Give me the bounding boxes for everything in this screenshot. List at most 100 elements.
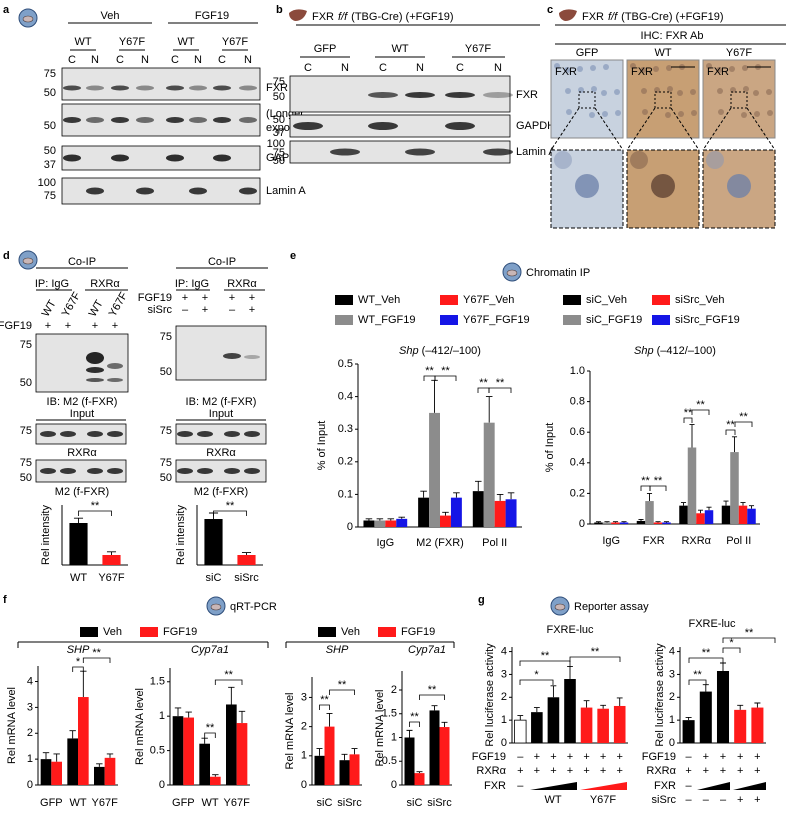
mw-label: 50 (273, 114, 285, 126)
blot-label: M2 (f-FXR) (194, 486, 248, 498)
error-bar (697, 509, 704, 514)
fraction: C (379, 62, 387, 74)
y-axis-label: Rel mRNA level (6, 687, 18, 764)
legend-label: Y67F_FGF19 (463, 314, 530, 326)
condition-sign: + (567, 765, 573, 777)
blot-band (86, 378, 104, 382)
mouse-icon-body (22, 257, 34, 265)
row-sign: + (202, 292, 208, 304)
y-tick-label: 0 (669, 737, 675, 749)
y-tick-label: 2 (301, 721, 307, 733)
x-tick-label: RXRα (681, 535, 711, 547)
bar (730, 452, 739, 524)
blot-band (87, 468, 103, 474)
panel-letter: a (3, 4, 10, 16)
bar (69, 523, 88, 565)
y-tick-label: 3 (27, 701, 33, 713)
row-sign: + (112, 320, 118, 332)
condition-label: RXRα (476, 765, 506, 777)
condition-sign: + (754, 765, 760, 777)
error-bar (723, 500, 729, 506)
nucleus (554, 63, 560, 69)
bar (78, 697, 89, 785)
rule (702, 107, 732, 151)
image-label: FXR (555, 66, 577, 78)
error-bar (80, 670, 87, 698)
nucleus (667, 86, 673, 92)
rule (626, 107, 656, 151)
bar (751, 707, 764, 743)
bar (716, 671, 730, 743)
fraction: C (456, 62, 464, 74)
y-tick-label: 2 (391, 684, 397, 696)
bar (199, 743, 210, 785)
condition-sign: – (517, 780, 524, 792)
title-part: f/f (338, 11, 348, 23)
blot-label: Input (70, 408, 94, 420)
legend-label: Veh (341, 626, 360, 638)
legend-label: Veh (103, 626, 122, 638)
condition-sign: + (550, 751, 556, 763)
bar (721, 505, 731, 524)
y-tick-label: 1.0 (570, 365, 585, 377)
error-bar (646, 492, 653, 502)
error-bar (341, 753, 348, 761)
bar (704, 510, 714, 524)
x-tick-label: siC (206, 572, 222, 584)
lane-group: Y67F (222, 36, 249, 48)
significance-label: ** (641, 475, 650, 487)
blot-band (213, 85, 231, 91)
bar (349, 754, 360, 785)
subtitle: IHC: FXR Ab (641, 30, 704, 42)
zoom-nucleus (630, 151, 648, 169)
zoom-nucleus (727, 174, 751, 198)
error-bar (326, 713, 333, 727)
significance-label: ** (320, 694, 329, 706)
condition-sign: – (720, 794, 727, 806)
error-bar (351, 748, 358, 755)
y-tick-label: 0.6 (570, 426, 585, 438)
bar (339, 760, 350, 785)
title-part: (TBG-Cre) (+FGF19) (351, 11, 453, 23)
legend-swatch (140, 627, 158, 637)
significance-bracket (78, 510, 112, 516)
bar (439, 727, 450, 785)
nucleus (577, 66, 583, 72)
y-tick-label: 0 (301, 779, 307, 791)
x-tick-label: siSrc (337, 797, 362, 809)
bar (594, 522, 603, 524)
lane-group: GFP (576, 47, 599, 59)
blot-band (483, 92, 513, 98)
blot-band (111, 85, 129, 91)
bar (104, 757, 116, 785)
blot-band (197, 468, 213, 474)
mouse-icon-body (210, 603, 222, 611)
blot-band (111, 117, 129, 123)
mw-label: 75 (160, 331, 172, 343)
bar (396, 518, 408, 527)
x-tick-label: GFP (40, 797, 63, 809)
bar (597, 708, 609, 743)
blot (289, 140, 511, 164)
blot-label: FXR (266, 82, 288, 94)
mouse-icon-body (554, 603, 566, 611)
rule (670, 107, 700, 151)
blot-band (177, 431, 193, 437)
fraction: N (416, 62, 424, 74)
y-tick-label: 0.4 (570, 457, 585, 469)
mw-label: 50 (20, 377, 32, 389)
significance-label: ** (224, 669, 233, 681)
error-bar (612, 521, 619, 523)
nucleus (754, 111, 760, 117)
error-bar (583, 700, 590, 708)
blot-band (63, 154, 81, 162)
row-sign: – (182, 304, 189, 316)
error-bar (420, 490, 427, 498)
y-tick-label: 0.5 (382, 755, 397, 767)
lane-group: WT (74, 36, 91, 48)
error-bar (441, 721, 448, 728)
legend-label: Y67F_Veh (463, 294, 514, 306)
significance-label: ** (338, 679, 347, 691)
row-label: siSrc (148, 304, 173, 316)
nucleus (677, 90, 683, 96)
